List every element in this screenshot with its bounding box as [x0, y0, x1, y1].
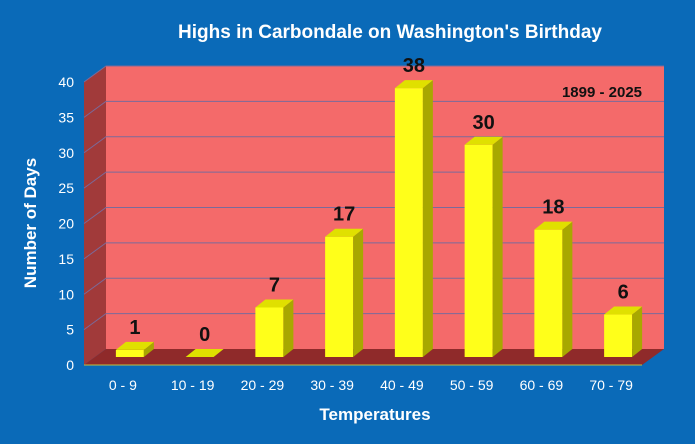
bar-side: [562, 221, 573, 357]
x-tick-label: 40 - 49: [380, 377, 424, 393]
y-axis-ticks: 0 5 10 15 20 25 30 35 40: [58, 74, 74, 373]
bar: [534, 221, 573, 357]
bar: [115, 341, 154, 357]
x-tick-label: 70 - 79: [589, 377, 633, 393]
bar-side: [492, 136, 503, 357]
plot-area: [84, 66, 664, 365]
bar-data-label: 7: [269, 274, 280, 296]
chart-title: Highs in Carbondale on Washington's Birt…: [178, 22, 602, 43]
y-tick-label: 30: [58, 145, 74, 161]
bar-front: [255, 307, 284, 357]
bar-side: [143, 341, 154, 357]
x-tick-label: 10 - 19: [171, 377, 215, 393]
x-tick-label: 50 - 59: [450, 377, 494, 393]
y-axis-label: Number of Days: [21, 158, 40, 288]
bar-front: [604, 314, 633, 357]
bar-data-label: 6: [618, 282, 629, 304]
bar-side: [422, 80, 433, 358]
y-tick-label: 5: [66, 322, 74, 338]
floor: [84, 349, 664, 365]
bar-front: [325, 236, 354, 357]
bar: [255, 299, 294, 357]
bar-top: [604, 306, 643, 315]
bar-data-label: 30: [473, 112, 495, 134]
bar: [464, 136, 503, 357]
x-tick-label: 30 - 39: [310, 377, 354, 393]
y-tick-label: 35: [58, 109, 74, 125]
bar: [185, 349, 224, 357]
bar: [325, 228, 364, 357]
x-axis-label: Temperatures: [319, 405, 430, 424]
bar-top: [255, 299, 294, 308]
x-tick-label: 20 - 29: [241, 377, 285, 393]
bar-front: [534, 229, 563, 357]
bar-side: [353, 228, 364, 357]
bar-data-label: 0: [199, 324, 210, 346]
bar-data-label: 1: [129, 317, 140, 339]
date-range-annotation: 1899 - 2025: [562, 84, 642, 101]
bar-data-label: 18: [542, 197, 564, 219]
bar-top: [464, 136, 503, 145]
gridline: [83, 100, 664, 118]
x-tick-label: 60 - 69: [520, 377, 564, 393]
bar-side: [283, 299, 294, 357]
x-axis-ticks: 0 - 9 10 - 19 20 - 29 30 - 39 40 - 49 50 - 59…: [109, 377, 633, 393]
bar: [604, 306, 643, 357]
y-tick-label: 20: [58, 216, 74, 232]
y-tick-label: 0: [66, 357, 74, 373]
bar-side: [632, 306, 643, 357]
y-tick-label: 25: [58, 180, 74, 196]
bars: 1 0 7 17 38 30 18 6: [115, 55, 643, 358]
y-tick-label: 10: [58, 286, 74, 302]
bar-data-label: 17: [333, 204, 355, 226]
bar-data-label: 38: [403, 55, 425, 77]
gridline: [83, 65, 664, 83]
bar-top: [534, 221, 573, 230]
bar-front: [115, 349, 144, 357]
bar-top: [325, 228, 364, 237]
bar-top: [185, 349, 224, 357]
bar-front: [394, 88, 423, 358]
x-tick-label: 0 - 9: [109, 377, 137, 393]
bar-front: [464, 144, 493, 357]
y-tick-label: 40: [58, 74, 74, 90]
bar-top: [394, 80, 433, 89]
y-tick-label: 15: [58, 251, 74, 267]
bar-top: [115, 341, 154, 350]
bar: [394, 80, 433, 358]
